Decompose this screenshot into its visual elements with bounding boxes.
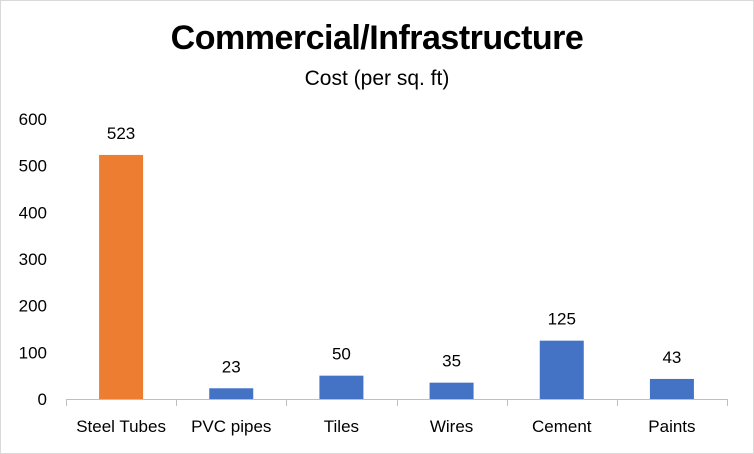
x-tick-label: Paints [648,417,695,436]
bar-tiles [319,375,364,399]
x-tick-label: PVC pipes [191,417,271,436]
data-label: 125 [548,310,576,329]
bar-cement [539,340,584,399]
chart-title: Commercial/Infrastructure [170,19,584,57]
y-tick-label: 200 [19,297,47,316]
data-label: 50 [332,345,351,364]
y-tick-label: 0 [38,390,47,409]
data-label: 43 [662,348,681,367]
y-tick-label: 400 [19,203,47,222]
bar-series [99,154,694,399]
data-label: 523 [107,124,135,143]
y-axis: 0 100 200 300 400 500 600 [19,110,47,409]
x-tick-label: Wires [430,417,473,436]
x-tick-label: Cement [532,417,592,436]
x-axis-tick-marks [66,399,728,406]
chart-subtitle: Cost (per sq. ft) [304,67,450,90]
y-tick-label: 100 [19,343,47,362]
bar-paints [649,378,694,399]
bar-pvc-pipes [209,388,254,399]
data-labels: 523 23 50 35 125 43 [107,124,681,376]
y-tick-label: 300 [19,250,47,269]
bar-steel-tubes [99,154,144,399]
bar-wires [429,382,474,399]
y-tick-label: 600 [19,110,47,129]
x-tick-label: Steel Tubes [76,417,166,436]
y-tick-label: 500 [19,157,47,176]
data-label: 23 [222,357,241,376]
x-tick-label: Tiles [324,417,359,436]
x-axis: Steel Tubes PVC pipes Tiles Wires Cement Pain… [76,417,695,436]
data-label: 35 [442,352,461,371]
